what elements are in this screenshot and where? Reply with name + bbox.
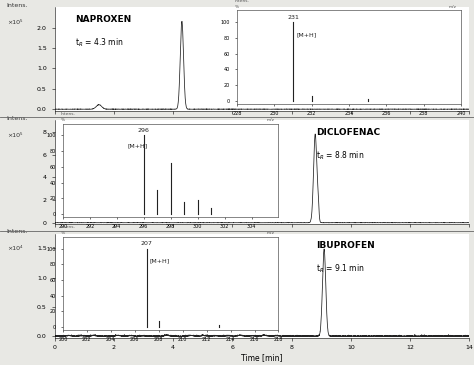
Text: IBUPROFEN: IBUPROFEN (316, 241, 374, 250)
Text: NAPROXEN: NAPROXEN (75, 15, 131, 24)
Text: DICLOFENAC: DICLOFENAC (316, 128, 380, 137)
Text: t$_R$ = 8.8 min: t$_R$ = 8.8 min (316, 150, 364, 162)
Text: Intens.: Intens. (7, 116, 28, 121)
Text: ×10⁵: ×10⁵ (7, 20, 22, 25)
Text: t$_R$ = 4.3 min: t$_R$ = 4.3 min (75, 36, 124, 49)
X-axis label: Time [min]: Time [min] (241, 353, 283, 362)
Text: t$_R$ = 9.1 min: t$_R$ = 9.1 min (316, 263, 365, 275)
Text: ×10⁵: ×10⁵ (7, 133, 22, 138)
Text: Intens.: Intens. (7, 230, 28, 234)
Text: Intens.: Intens. (7, 3, 28, 8)
Text: ×10⁴: ×10⁴ (7, 246, 22, 251)
